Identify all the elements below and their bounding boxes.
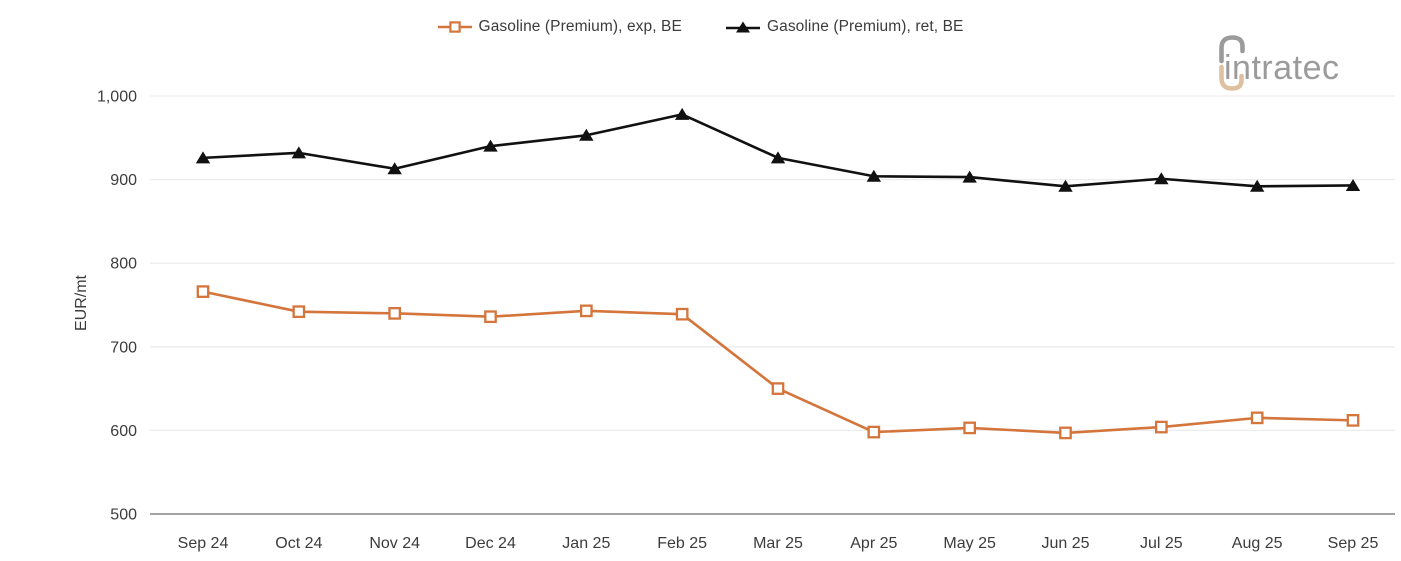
logo-text: intratec [1224,49,1340,87]
x-tick-label: Jan 25 [562,535,610,552]
y-tick-labels: 500 600 700 800 900 1,000 [97,89,137,524]
x-tick-label: Feb 25 [657,535,707,552]
x-tick-label: Nov 24 [369,535,420,552]
marker-square [1346,414,1360,427]
marker-triangle [962,170,977,183]
legend-item-ret: Gasoline (Premium), ret, BE [725,18,964,36]
x-tick-label: May 25 [943,535,996,552]
marker-triangle [1058,179,1073,192]
series-line-exp [202,290,1354,435]
marker-triangle [579,128,594,141]
marker-triangle [291,146,307,159]
marker-triangle [866,169,882,182]
marker-triangle [674,107,690,120]
y-tick-label: 800 [110,256,137,273]
x-tick-label: Oct 24 [275,535,322,552]
x-tick-label: Apr 25 [850,535,897,552]
legend-label-exp: Gasoline (Premium), exp, BE [478,18,682,35]
legend-item-exp: Gasoline (Premium), exp, BE [437,18,682,36]
marker-square [292,305,306,319]
marker-square [1250,411,1264,425]
y-tick-label: 500 [110,507,137,524]
marker-triangle [195,151,211,164]
marker-square [196,285,210,298]
x-tick-label: Mar 25 [753,535,803,552]
marker-square [867,425,881,439]
marker-square [1154,420,1168,434]
x-tick-label: Jul 25 [1140,535,1183,552]
y-axis-title: EUR/mt [73,274,90,331]
marker-triangle [1249,179,1265,192]
marker-square [675,307,689,321]
x-tick-labels: Sep 24 Oct 24 Nov 24 Dec 24 Jan 25 Feb 25 Mar … [178,535,1379,552]
x-tick-label: Dec 24 [465,535,516,552]
marker-square [388,307,402,320]
legend: Gasoline (Premium), exp, BE Gasoline (Pr… [0,18,1401,36]
legend-marker-ret-triangle-icon [725,21,760,33]
data-series [195,107,1361,440]
marker-square [963,421,977,435]
x-tick-label: Sep 24 [178,535,229,552]
logo-arc-bottom [1219,64,1244,91]
marker-triangle [1345,178,1361,191]
y-tick-label: 700 [110,339,137,356]
marker-triangle [483,139,498,152]
logo-arc-top [1219,35,1245,64]
marker-square [579,304,593,318]
marker-square [1059,426,1072,440]
marker-square [484,310,497,324]
x-tick-label: Jun 25 [1041,535,1089,552]
y-tick-label: 1,000 [97,89,137,106]
intratec-logo: intratec [1219,35,1340,91]
x-tick-label: Aug 25 [1232,535,1283,552]
marker-square [771,382,785,395]
marker-triangle [387,162,402,175]
y-tick-label: 600 [110,423,137,440]
series-line-ret [202,113,1354,188]
marker-triangle [1154,172,1169,185]
x-tick-label: Sep 25 [1328,535,1379,552]
marker-triangle [770,151,786,164]
legend-marker-exp-square-icon [437,21,472,33]
gridlines [150,95,1395,432]
legend-label-ret: Gasoline (Premium), ret, BE [766,18,964,35]
y-tick-label: 900 [110,172,137,189]
